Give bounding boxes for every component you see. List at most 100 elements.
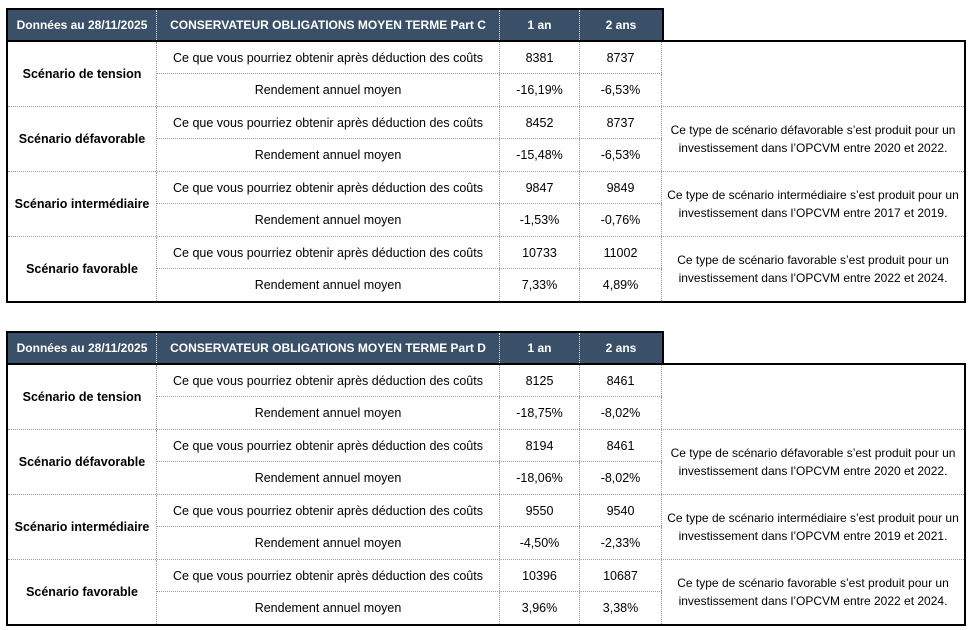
scenario-label: Scénario défavorable [8, 430, 157, 494]
row-description: Rendement annuel moyen [157, 74, 500, 106]
value-1an: 3,96% [500, 592, 580, 624]
table-row: Ce que vous pourriez obtenir après déduc… [157, 42, 662, 74]
row-description: Rendement annuel moyen [157, 592, 500, 624]
scenario-note: Ce type de scénario défavorable s’est pr… [670, 123, 956, 155]
table-row: Ce que vous pourriez obtenir après déduc… [157, 172, 662, 204]
value-2ans: -8,02% [580, 462, 662, 494]
value-2ans: 11002 [580, 237, 662, 268]
row-description: Rendement annuel moyen [157, 527, 500, 559]
row-description: Ce que vous pourriez obtenir après déduc… [157, 42, 500, 73]
value-2ans: 8737 [580, 42, 662, 73]
scenario-table-part-c: Données au 28/11/2025 CONSERVATEUR OBLIG… [6, 8, 974, 303]
scenario-note: Ce type de scénario favorable s’est prod… [677, 253, 949, 285]
row-description: Ce que vous pourriez obtenir après déduc… [157, 172, 500, 203]
value-1an: 8194 [500, 430, 580, 461]
header-date: Données au 28/11/2025 [8, 10, 157, 40]
scenario-values: Ce que vous pourriez obtenir après déduc… [157, 172, 662, 236]
scenario-note [662, 365, 964, 429]
scenario-values: Ce que vous pourriez obtenir après déduc… [157, 495, 662, 559]
value-1an: -15,48% [500, 139, 580, 171]
row-description: Ce que vous pourriez obtenir après déduc… [157, 430, 500, 461]
value-2ans: 8461 [580, 365, 662, 396]
value-2ans: 8461 [580, 430, 662, 461]
value-2ans: -6,53% [580, 74, 662, 106]
scenario-group-favorable: Scénario favorable Ce que vous pourriez … [8, 237, 964, 301]
value-2ans: -8,02% [580, 397, 662, 429]
scenario-group-favorable: Scénario favorable Ce que vous pourriez … [8, 560, 964, 624]
value-2ans: -6,53% [580, 139, 662, 171]
scenario-note [662, 42, 964, 106]
value-2ans: 9849 [580, 172, 662, 203]
table-row: Rendement annuel moyen -16,19% -6,53% [157, 74, 662, 106]
table-row: Rendement annuel moyen 3,96% 3,38% [157, 592, 662, 624]
scenario-group-defavorable: Scénario défavorable Ce que vous pourrie… [8, 430, 964, 495]
header-fund-title: CONSERVATEUR OBLIGATIONS MOYEN TERME Par… [157, 333, 500, 363]
value-1an: 10733 [500, 237, 580, 268]
scenario-label: Scénario favorable [8, 560, 157, 624]
scenario-group-tension: Scénario de tension Ce que vous pourriez… [8, 42, 964, 107]
value-1an: -18,06% [500, 462, 580, 494]
table-row: Rendement annuel moyen -4,50% -2,33% [157, 527, 662, 559]
scenario-values: Ce que vous pourriez obtenir après déduc… [157, 430, 662, 494]
value-1an: -18,75% [500, 397, 580, 429]
value-1an: -4,50% [500, 527, 580, 559]
header-col-2ans: 2 ans [605, 18, 637, 32]
value-1an: 9550 [500, 495, 580, 526]
scenario-label: Scénario intermédiaire [8, 172, 157, 236]
value-2ans: -2,33% [580, 527, 662, 559]
value-1an: 8125 [500, 365, 580, 396]
value-2ans: 8737 [580, 107, 662, 138]
scenario-group-defavorable: Scénario défavorable Ce que vous pourrie… [8, 107, 964, 172]
scenario-note: Ce type de scénario défavorable s’est pr… [670, 446, 956, 478]
table-header-row: Données au 28/11/2025 CONSERVATEUR OBLIG… [6, 331, 664, 363]
row-description: Ce que vous pourriez obtenir après déduc… [157, 107, 500, 138]
row-description: Ce que vous pourriez obtenir après déduc… [157, 237, 500, 268]
row-description: Ce que vous pourriez obtenir après déduc… [157, 560, 500, 591]
value-2ans: 10687 [580, 560, 662, 591]
value-1an: 7,33% [500, 269, 580, 301]
row-description: Rendement annuel moyen [157, 204, 500, 236]
scenario-note: Ce type de scénario intermédiaire s’est … [667, 188, 959, 220]
value-1an: 10396 [500, 560, 580, 591]
table-row: Rendement annuel moyen -18,06% -8,02% [157, 462, 662, 494]
scenario-values: Ce que vous pourriez obtenir après déduc… [157, 560, 662, 624]
scenario-group-intermediaire: Scénario intermédiaire Ce que vous pourr… [8, 495, 964, 560]
scenario-values: Ce que vous pourriez obtenir après déduc… [157, 237, 662, 301]
scenario-note: Ce type de scénario favorable s’est prod… [677, 576, 949, 608]
value-1an: 9847 [500, 172, 580, 203]
value-1an: 8452 [500, 107, 580, 138]
table-row: Rendement annuel moyen -15,48% -6,53% [157, 139, 662, 171]
header-col-1an: 1 an [500, 10, 580, 40]
header-fund-title: CONSERVATEUR OBLIGATIONS MOYEN TERME Par… [157, 10, 500, 40]
scenario-label: Scénario défavorable [8, 107, 157, 171]
header-col-1an: 1 an [500, 333, 580, 363]
row-description: Ce que vous pourriez obtenir après déduc… [157, 365, 500, 396]
scenario-label: Scénario favorable [8, 237, 157, 301]
value-2ans: 9540 [580, 495, 662, 526]
scenario-label: Scénario de tension [8, 365, 157, 429]
row-description: Rendement annuel moyen [157, 269, 500, 301]
row-description: Rendement annuel moyen [157, 397, 500, 429]
table-row: Ce que vous pourriez obtenir après déduc… [157, 365, 662, 397]
table-body: Scénario de tension Ce que vous pourriez… [6, 40, 966, 303]
header-col-2ans: 2 ans [605, 341, 637, 355]
row-description: Rendement annuel moyen [157, 139, 500, 171]
scenario-label: Scénario de tension [8, 42, 157, 106]
scenario-table-part-d: Données au 28/11/2025 CONSERVATEUR OBLIG… [6, 331, 974, 626]
row-description: Ce que vous pourriez obtenir après déduc… [157, 495, 500, 526]
table-row: Ce que vous pourriez obtenir après déduc… [157, 430, 662, 462]
value-1an: -1,53% [500, 204, 580, 236]
table-row: Rendement annuel moyen 7,33% 4,89% [157, 269, 662, 301]
table-header-row: Données au 28/11/2025 CONSERVATEUR OBLIG… [6, 8, 664, 40]
table-row: Ce que vous pourriez obtenir après déduc… [157, 107, 662, 139]
value-2ans: -0,76% [580, 204, 662, 236]
value-2ans: 4,89% [580, 269, 662, 301]
table-row: Ce que vous pourriez obtenir après déduc… [157, 495, 662, 527]
table-row: Ce que vous pourriez obtenir après déduc… [157, 237, 662, 269]
scenario-note: Ce type de scénario intermédiaire s’est … [667, 511, 959, 543]
value-1an: -16,19% [500, 74, 580, 106]
scenario-values: Ce que vous pourriez obtenir après déduc… [157, 107, 662, 171]
row-description: Rendement annuel moyen [157, 462, 500, 494]
scenario-group-intermediaire: Scénario intermédiaire Ce que vous pourr… [8, 172, 964, 237]
